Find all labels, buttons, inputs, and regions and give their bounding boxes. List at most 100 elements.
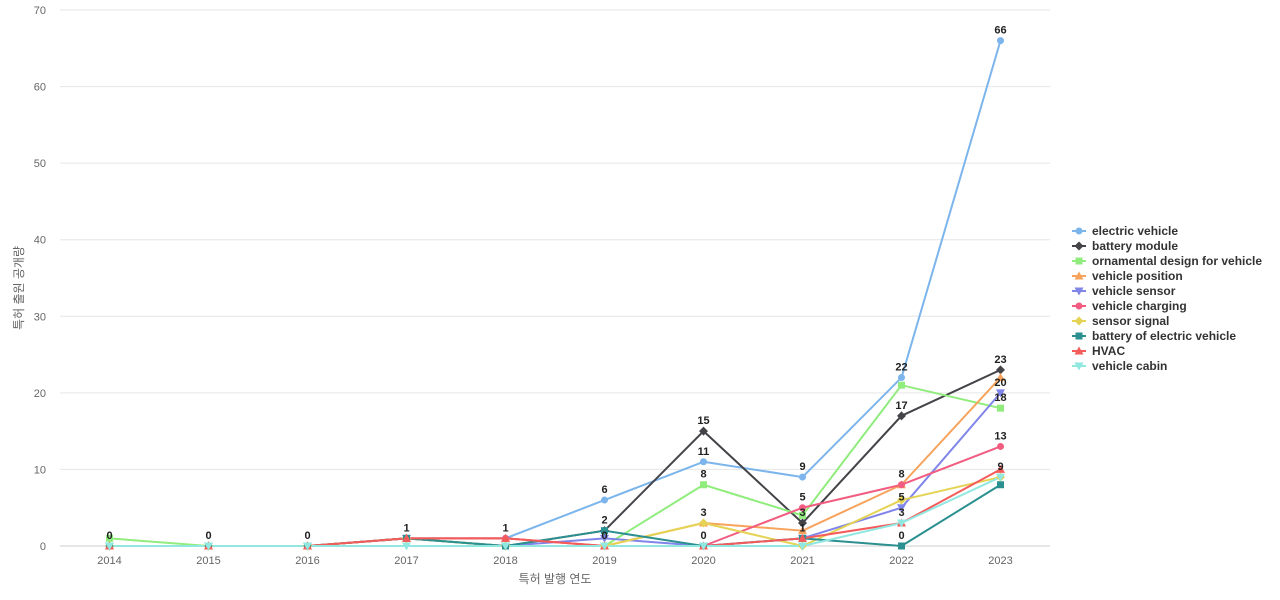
legend-item-vehicle-sensor[interactable]: vehicle sensor [1072, 284, 1176, 298]
x-axis-ticks: 2014 2015 2016 2017 2018 2019 2020 2021 2022 2023 [97, 555, 1012, 567]
data-point-battery-module [699, 426, 708, 436]
legend-marker [1074, 287, 1084, 296]
data-label: 23 [994, 354, 1006, 366]
data-point-hvac [402, 533, 411, 542]
data-point-ornamental-design-for-vehicle [106, 534, 113, 542]
legend-label: battery of electric vehicle [1092, 329, 1236, 343]
legend-marker [1074, 346, 1084, 355]
data-label: 0 [898, 530, 904, 542]
series-line-vehicle-position [109, 376, 1002, 547]
series-markers [105, 37, 1005, 551]
data-point-vehicle-position [996, 373, 1005, 382]
data-label: 0 [106, 530, 112, 542]
data-point-sensor-signal [699, 518, 708, 528]
legend-item-electric-vehicle[interactable]: electric vehicle [1072, 224, 1178, 238]
legend-marker [1074, 362, 1084, 371]
data-label: 8 [700, 469, 706, 481]
data-point-vehicle-cabin [699, 542, 708, 551]
y-axis-ticks: 0 10 20 30 40 50 60 70 [34, 5, 46, 553]
data-point-electric-vehicle [799, 473, 806, 481]
data-label: 15 [697, 415, 709, 427]
legend-label: HVAC [1092, 344, 1125, 358]
grid-lines [60, 9, 1050, 470]
legend-item-battery-module[interactable]: battery module [1072, 239, 1178, 253]
series-line-hvac [109, 468, 1001, 547]
data-point-battery-module [798, 518, 807, 528]
data-point-vehicle-cabin [996, 473, 1005, 482]
data-point-vehicle-cabin [897, 519, 906, 528]
data-point-vehicle-cabin [105, 542, 114, 551]
data-point-vehicle-cabin [204, 542, 213, 551]
legend-marker [1075, 227, 1083, 235]
legend-item-vehicle-cabin[interactable]: vehicle cabin [1072, 359, 1167, 373]
y-tick-label: 70 [34, 5, 46, 17]
legend-item-vehicle-charging[interactable]: vehicle charging [1072, 299, 1187, 313]
data-label: 3 [799, 507, 805, 519]
legend-marker [1074, 316, 1084, 326]
data-point-hvac [501, 533, 510, 542]
x-tick-label: 2014 [97, 555, 121, 567]
x-tick-label: 2023 [988, 555, 1012, 567]
data-label: 66 [994, 25, 1006, 37]
data-point-ornamental-design-for-vehicle [799, 511, 806, 519]
series-lines [109, 40, 1002, 547]
data-point-vehicle-cabin [303, 542, 312, 551]
data-point-vehicle-sensor [996, 389, 1005, 398]
y-tick-label: 60 [34, 82, 46, 94]
series-line-electric-vehicle [109, 40, 1002, 547]
legend-item-hvac[interactable]: HVAC [1072, 344, 1125, 358]
legend-marker [1074, 271, 1084, 280]
data-point-vehicle-charging [997, 442, 1004, 450]
data-point-ornamental-design-for-vehicle [700, 481, 707, 489]
legend-label: vehicle position [1092, 269, 1183, 283]
y-tick-label: 40 [34, 235, 46, 247]
data-point-ornamental-design-for-vehicle [898, 381, 905, 389]
x-tick-label: 2021 [790, 555, 814, 567]
data-point-ornamental-design-for-vehicle [997, 404, 1004, 412]
series-line-vehicle-cabin [109, 476, 1001, 547]
y-tick-label: 0 [40, 541, 46, 553]
data-point-sensor-signal [897, 495, 906, 505]
y-tick-label: 50 [34, 158, 46, 170]
data-point-vehicle-cabin [501, 542, 510, 551]
legend-marker [1075, 332, 1083, 340]
data-point-battery-module [996, 365, 1005, 375]
legend-item-vehicle-position[interactable]: vehicle position [1072, 269, 1183, 283]
data-label: 22 [895, 362, 907, 374]
legend-marker [1075, 257, 1083, 265]
data-label: 18 [994, 392, 1006, 404]
data-label: 8 [898, 469, 904, 481]
series-line-ornamental-design-for-vehicle [109, 384, 1001, 547]
data-point-vehicle-cabin [402, 542, 411, 551]
x-tick-label: 2020 [691, 555, 715, 567]
data-label: 9 [799, 461, 805, 473]
legend-item-sensor-signal[interactable]: sensor signal [1072, 314, 1169, 328]
legend-label: battery module [1092, 239, 1178, 253]
data-point-vehicle-sensor [600, 534, 609, 543]
legend-marker [1075, 302, 1083, 310]
x-tick-label: 2022 [889, 555, 913, 567]
legend-item-ornamental-design-for-vehicle[interactable]: ornamental design for vehicle [1072, 254, 1262, 268]
data-point-vehicle-position [798, 526, 807, 535]
data-label: 3 [898, 507, 904, 519]
data-point-electric-vehicle [700, 458, 707, 466]
data-point-electric-vehicle [601, 496, 608, 504]
x-tick-label: 2018 [493, 555, 517, 567]
data-point-battery-of-electric-vehicle [997, 481, 1004, 489]
data-label: 17 [895, 400, 907, 412]
data-label: 9 [997, 461, 1003, 473]
y-tick-label: 20 [34, 388, 46, 400]
legend-label: electric vehicle [1092, 224, 1178, 238]
data-label: 20 [994, 377, 1006, 389]
data-label: 5 [898, 492, 904, 504]
data-label: 2 [601, 515, 607, 527]
legend-label: vehicle charging [1092, 299, 1187, 313]
data-point-vehicle-cabin [798, 542, 807, 551]
data-point-electric-vehicle [898, 374, 905, 382]
data-label: 1 [403, 522, 409, 534]
data-label: 0 [205, 530, 211, 542]
data-point-vehicle-charging [799, 504, 806, 512]
legend-item-battery-of-electric-vehicle[interactable]: battery of electric vehicle [1072, 329, 1236, 343]
data-point-vehicle-sensor [897, 504, 906, 513]
